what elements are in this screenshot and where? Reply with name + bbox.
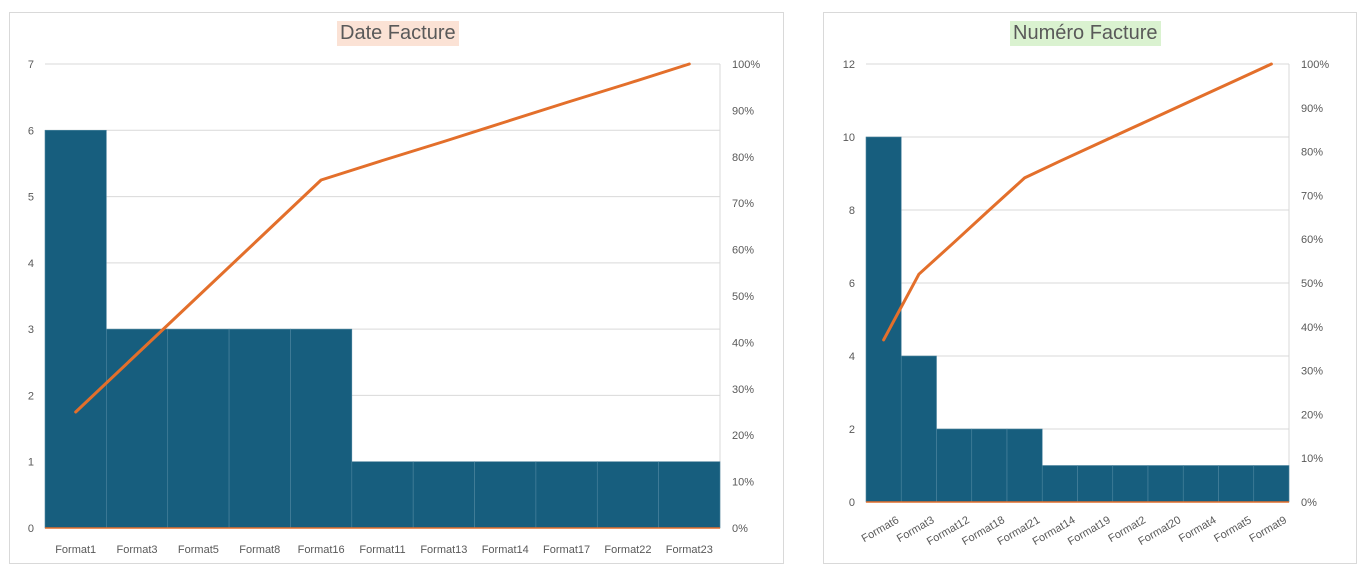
y2-axis-tick-label: 20% bbox=[732, 430, 754, 442]
y-axis-tick-label: 2 bbox=[28, 390, 34, 402]
y-axis-tick-label: 0 bbox=[849, 497, 855, 509]
y-axis-tick-label: 12 bbox=[843, 59, 855, 71]
y-axis-tick-label: 4 bbox=[849, 351, 855, 363]
y-axis-tick-label: 0 bbox=[28, 523, 34, 535]
bar-format20 bbox=[1147, 465, 1184, 503]
y2-axis-tick-label: 20% bbox=[1301, 409, 1323, 421]
y-axis-tick-label: 2 bbox=[849, 424, 855, 436]
y2-axis-tick-label: 10% bbox=[1301, 453, 1323, 465]
bar-format14 bbox=[474, 461, 537, 529]
bar-format3 bbox=[900, 355, 937, 503]
bar-format14 bbox=[1041, 465, 1078, 503]
y-axis-tick-label: 3 bbox=[28, 324, 34, 336]
y2-axis-tick-label: 50% bbox=[732, 291, 754, 303]
x-axis-category-label: Format14 bbox=[482, 544, 529, 556]
x-axis-category-label: Format3 bbox=[117, 544, 158, 556]
bar-format22 bbox=[596, 461, 659, 529]
x-axis-category-label: Format16 bbox=[298, 544, 345, 556]
bar-format9 bbox=[1253, 465, 1290, 503]
bar-format18 bbox=[971, 428, 1008, 503]
y2-axis-tick-label: 0% bbox=[1301, 497, 1317, 509]
y2-axis-tick-label: 0% bbox=[732, 523, 748, 535]
x-axis-category-label: Format4 bbox=[1177, 514, 1218, 545]
y2-axis-tick-label: 40% bbox=[1301, 322, 1323, 334]
y-axis-tick-label: 5 bbox=[28, 192, 34, 204]
bar-format11 bbox=[351, 461, 414, 529]
y-axis-tick-label: 10 bbox=[843, 132, 855, 144]
chart-plot-area: 012345670%10%20%30%40%50%60%70%80%90%100… bbox=[28, 59, 760, 556]
bar-format23 bbox=[658, 461, 721, 529]
bar-format17 bbox=[535, 461, 598, 529]
x-axis-category-label: Format13 bbox=[420, 544, 467, 556]
y2-axis-tick-label: 40% bbox=[732, 337, 754, 349]
y2-axis-tick-label: 70% bbox=[732, 198, 754, 210]
pareto-chart-date-facture: Date Facture 0 1 2 3 4 5 6 7 0% 10% 20% 30% 40% 50% 60… bbox=[9, 12, 784, 564]
bar-format4 bbox=[1182, 465, 1219, 503]
x-axis-category-label: Format23 bbox=[666, 544, 713, 556]
bar-format16 bbox=[290, 328, 353, 529]
x-axis-category-label: Format6 bbox=[860, 514, 901, 545]
cumulative-percentage-line bbox=[74, 62, 691, 414]
chart-plot-area: 0 2 4 6 8 10 12 0% 10% 20% 30% 40% 50% 60% 70% 80% 90% 10… bbox=[843, 59, 1330, 548]
y2-axis-tick-label: 80% bbox=[732, 152, 754, 164]
y-axis-tick-label: 1 bbox=[28, 457, 34, 469]
bar-format21 bbox=[1006, 428, 1043, 503]
y-axis-tick-label: 6 bbox=[849, 278, 855, 290]
bar-format8 bbox=[228, 328, 291, 529]
pareto-chart-numero-facture: Numéro Facture 0 2 4 6 8 10 12 0% 10% 20% 30% 40% 50… bbox=[823, 12, 1357, 564]
y2-axis-tick-label: 50% bbox=[1301, 278, 1323, 290]
chart-title: Numéro Facture bbox=[1010, 21, 1161, 46]
y-axis-tick-label: 6 bbox=[28, 125, 34, 137]
x-axis-category-label: Format8 bbox=[239, 544, 280, 556]
chart-title: Date Facture bbox=[337, 21, 459, 46]
y2-axis-tick-label: 90% bbox=[732, 105, 754, 117]
bar-format3 bbox=[106, 328, 169, 529]
bar-format19 bbox=[1077, 465, 1114, 503]
y2-axis-tick-label: 80% bbox=[1301, 147, 1323, 159]
x-axis-category-label: Format5 bbox=[178, 544, 219, 556]
x-axis-category-label: Format1 bbox=[55, 544, 96, 556]
bar-format5 bbox=[1218, 465, 1255, 503]
bar-format5 bbox=[167, 328, 230, 529]
x-axis-category-label: Format11 bbox=[359, 544, 405, 556]
y2-axis-tick-label: 30% bbox=[1301, 366, 1323, 378]
y2-axis-tick-label: 30% bbox=[732, 384, 754, 396]
y2-axis-tick-label: 70% bbox=[1301, 190, 1323, 202]
y2-axis-tick-label: 60% bbox=[1301, 234, 1323, 246]
x-axis-category-label: Format17 bbox=[543, 544, 590, 556]
y2-axis-tick-label: 10% bbox=[732, 477, 754, 489]
y2-axis-tick-label: 100% bbox=[1301, 59, 1329, 71]
bar-format12 bbox=[936, 428, 973, 503]
bar-format1 bbox=[44, 129, 107, 529]
y-axis-tick-label: 8 bbox=[849, 205, 855, 217]
x-axis-category-label: Format5 bbox=[1212, 514, 1253, 545]
cumulative-percentage-line bbox=[882, 62, 1273, 342]
y2-axis-tick-label: 100% bbox=[732, 59, 760, 71]
x-axis-category-label: Format22 bbox=[604, 544, 651, 556]
x-axis-category-label: Format9 bbox=[1247, 514, 1288, 545]
y2-axis-tick-label: 60% bbox=[732, 245, 754, 257]
y-axis-tick-label: 7 bbox=[28, 59, 34, 71]
y2-axis-tick-label: 90% bbox=[1301, 103, 1323, 115]
y-axis-tick-label: 4 bbox=[28, 258, 34, 270]
bar-format13 bbox=[412, 461, 475, 529]
bar-format2 bbox=[1112, 465, 1149, 503]
